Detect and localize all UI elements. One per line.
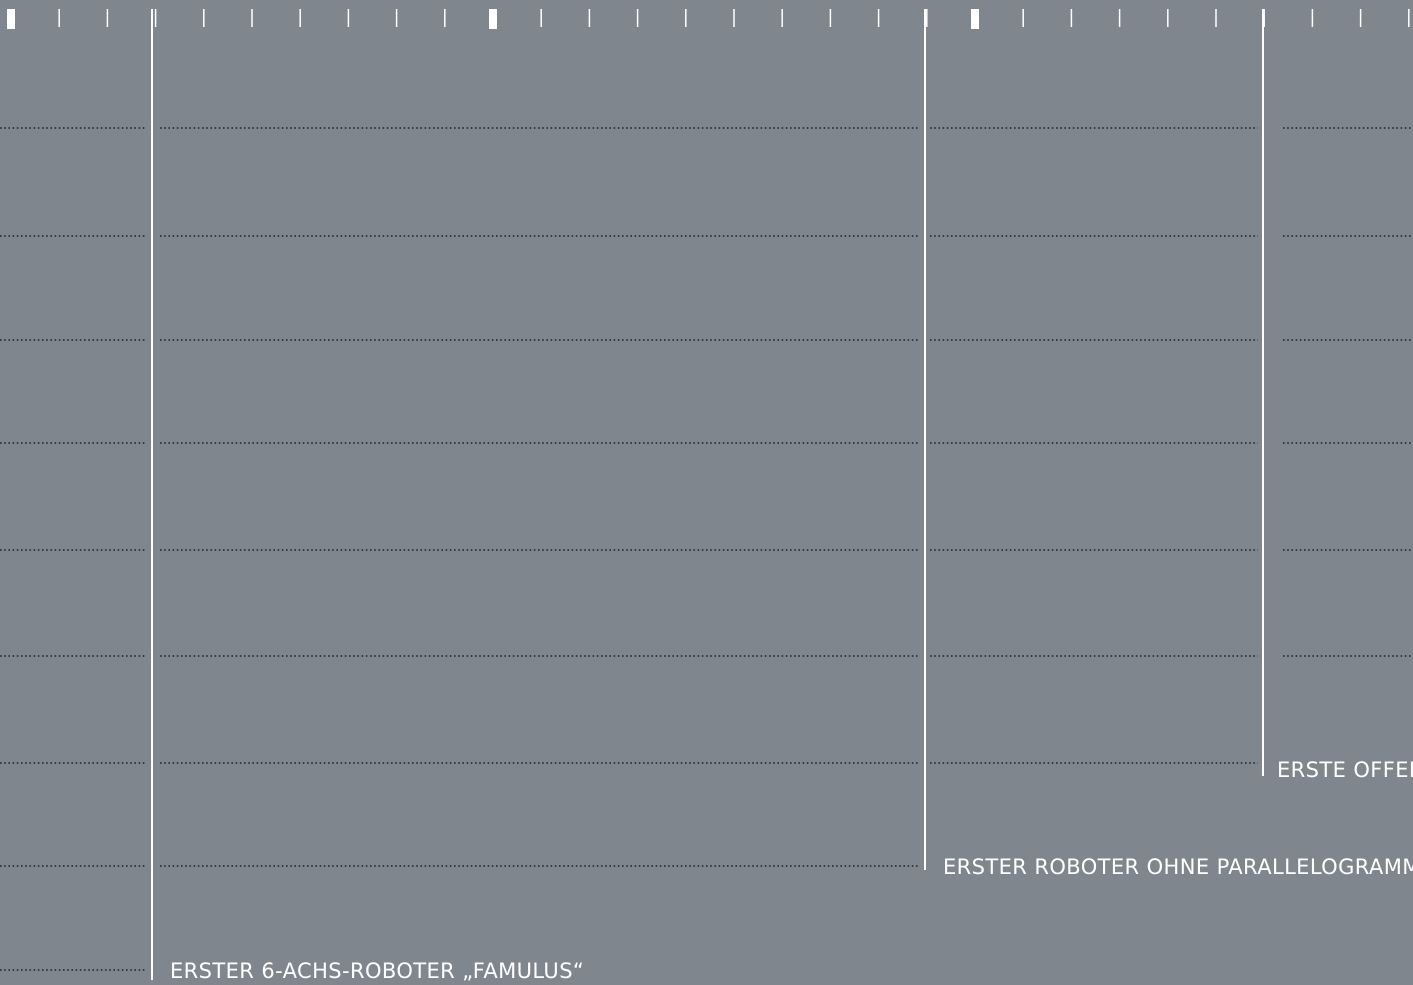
minor-tick	[1408, 9, 1410, 27]
milestone-label-erste-offen: ERSTE OFFEN	[1277, 758, 1413, 782]
minor-tick	[154, 9, 157, 27]
minor-tick	[733, 9, 735, 27]
minor-tick	[347, 9, 350, 27]
minor-tick	[251, 9, 253, 27]
minor-tick	[540, 9, 542, 27]
milestone-label-parallelogramm: ERSTER ROBOTER OHNE PARALLELOGRAMM	[943, 855, 1413, 879]
minor-tick	[926, 9, 928, 27]
minor-tick	[588, 9, 591, 27]
minor-tick	[877, 9, 880, 27]
minor-tick	[1070, 9, 1073, 27]
minor-tick	[1118, 9, 1121, 27]
minor-tick	[781, 9, 783, 27]
minor-tick	[1215, 9, 1217, 27]
minor-tick	[444, 9, 446, 27]
minor-tick	[203, 9, 205, 27]
minor-tick	[1022, 9, 1024, 27]
milestone-label-famulus: ERSTER 6-ACHS-ROBOTER „FAMULUS“	[170, 959, 585, 983]
year-ticks	[7, 9, 1410, 29]
dotted-gridlines	[0, 127, 1413, 971]
minor-tick	[685, 9, 687, 27]
minor-tick	[1311, 9, 1314, 27]
milestone-lines	[151, 9, 1264, 980]
major-tick	[7, 9, 15, 29]
minor-tick	[58, 9, 60, 27]
minor-tick	[1167, 9, 1169, 27]
minor-tick	[1359, 9, 1362, 27]
minor-tick	[299, 9, 301, 27]
minor-tick	[395, 9, 398, 27]
minor-tick	[106, 9, 109, 27]
major-tick	[489, 9, 497, 29]
major-tick	[971, 9, 979, 29]
minor-tick	[1263, 9, 1265, 27]
minor-tick	[636, 9, 639, 27]
minor-tick	[829, 9, 832, 27]
